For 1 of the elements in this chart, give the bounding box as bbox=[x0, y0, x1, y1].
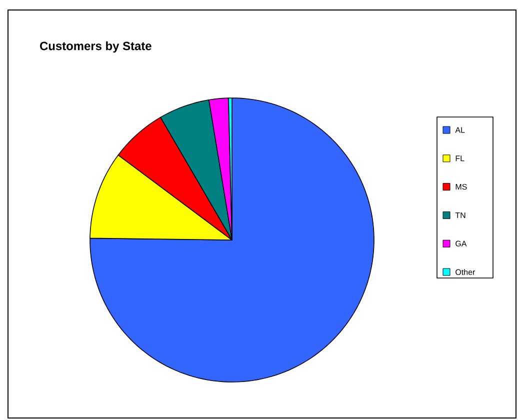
chart-title: Customers by State bbox=[40, 41, 152, 53]
